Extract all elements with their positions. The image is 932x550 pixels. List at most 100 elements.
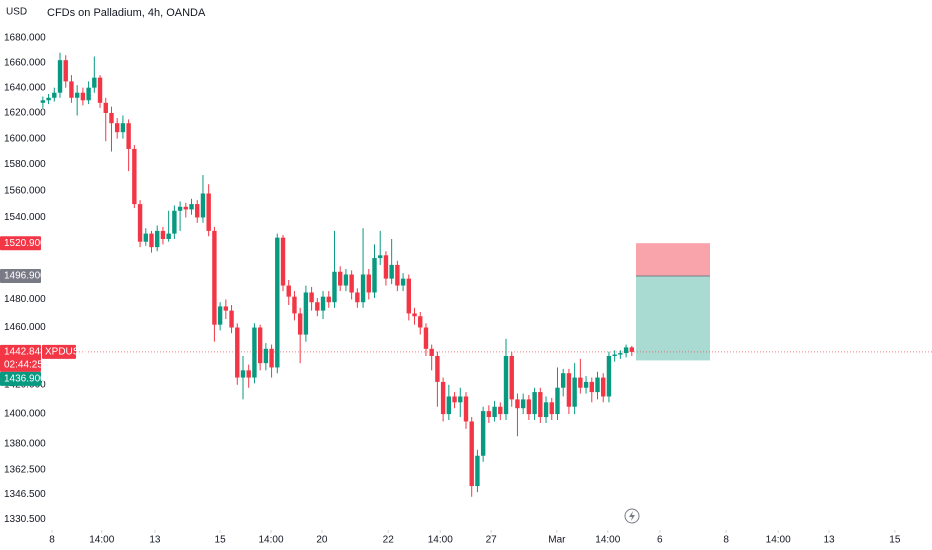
replay-icon[interactable] [624, 508, 640, 524]
candle-body [80, 92, 86, 101]
x-tick-label: 15 [215, 535, 227, 546]
candle-body [126, 123, 131, 149]
y-tick-label: 1540.000 [4, 212, 46, 223]
candle-body [469, 421, 474, 487]
symbol-label: XPDUSD [45, 347, 87, 358]
candle-body [583, 381, 589, 388]
candle-body [509, 355, 514, 400]
candle-body [343, 274, 349, 286]
candle-body [372, 258, 377, 293]
candle-body [452, 396, 457, 403]
candle-body [46, 97, 51, 101]
candle-body [383, 255, 389, 279]
y-tick-label: 1460.000 [4, 322, 46, 333]
candle-body [240, 370, 246, 378]
candle-body [349, 274, 354, 293]
icon-circle [624, 508, 640, 524]
y-tick-label: 1680.000 [4, 33, 46, 44]
candle-body [172, 210, 177, 234]
candle-body [360, 274, 366, 303]
candle-body [280, 237, 286, 286]
stop-label: 1520.900 [4, 238, 46, 249]
candle-body [538, 392, 543, 418]
x-tick-label: 8 [49, 535, 55, 546]
candle-body [63, 60, 68, 82]
candle-body [195, 204, 200, 218]
y-tick-label: 1640.000 [4, 82, 46, 93]
candle-body [57, 60, 63, 93]
candle-body [86, 87, 91, 101]
candle-body [292, 296, 297, 314]
candle-body [97, 77, 103, 103]
candle-body [355, 292, 360, 303]
candle-body [378, 255, 383, 259]
candle-body [206, 193, 211, 231]
candle-body [366, 274, 371, 293]
candle-body [486, 411, 492, 418]
candle-body [132, 148, 137, 205]
candle-body [555, 387, 560, 415]
candle-body [480, 411, 486, 456]
y-tick-label: 1480.000 [4, 294, 46, 305]
candle-body [566, 373, 572, 407]
candle-body [160, 230, 166, 240]
candle-body [623, 347, 629, 354]
candle-body [595, 377, 600, 393]
x-tick-label: 8 [723, 535, 729, 546]
candle-body [492, 406, 497, 418]
candle-body [69, 81, 74, 98]
candle-body [114, 123, 120, 133]
candle-body [332, 271, 337, 303]
candle-body [400, 278, 406, 286]
candle-body [612, 354, 617, 356]
candle-body [189, 204, 194, 210]
countdown-label: 02:44:25 [4, 360, 43, 371]
candle-body [526, 399, 532, 415]
candle-body [252, 327, 257, 378]
candle-body [286, 285, 291, 297]
candle-body [109, 112, 114, 124]
candle-body [629, 347, 635, 352]
y-tick-label: 1660.000 [4, 57, 46, 68]
x-tick-label: 14:00 [428, 535, 453, 546]
x-tick-label: 14:00 [89, 535, 114, 546]
y-tick-label: 1620.000 [4, 108, 46, 119]
stop-label-box [0, 236, 41, 251]
candle-body [498, 406, 503, 415]
candle-body [155, 230, 160, 248]
target-zone [636, 276, 710, 361]
candle-body [217, 306, 223, 325]
candle-body [257, 327, 263, 364]
candle-body [303, 292, 309, 335]
y-axis-label: USD [6, 7, 27, 18]
candle-body [297, 313, 303, 335]
x-tick-label: 14:00 [595, 535, 620, 546]
candle-body [418, 316, 423, 328]
stop-zone [636, 243, 710, 277]
candle-body [166, 233, 171, 240]
candle-body [103, 102, 108, 113]
y-tick-label: 1600.000 [4, 133, 46, 144]
candle-body [532, 392, 537, 415]
candle-body [149, 233, 154, 248]
x-tick-label: 13 [149, 535, 161, 546]
candle-body [406, 278, 412, 314]
candle-body [543, 402, 549, 418]
candle-body [269, 348, 274, 368]
candle-body [606, 355, 612, 397]
y-tick-label: 1362.500 [4, 465, 46, 476]
candle-body [177, 206, 183, 211]
last-price-box [0, 344, 41, 372]
candle-body [337, 271, 343, 286]
candle-body [549, 402, 554, 415]
target-label: 1436.900 [4, 374, 46, 385]
x-tick-label: 22 [383, 535, 395, 546]
y-tick-label: 1330.500 [4, 514, 46, 525]
x-tick-label: 27 [486, 535, 498, 546]
x-tick-label: 15 [889, 535, 901, 546]
candle-body [389, 264, 394, 279]
candle-body [503, 355, 509, 415]
candle-body [618, 353, 623, 355]
